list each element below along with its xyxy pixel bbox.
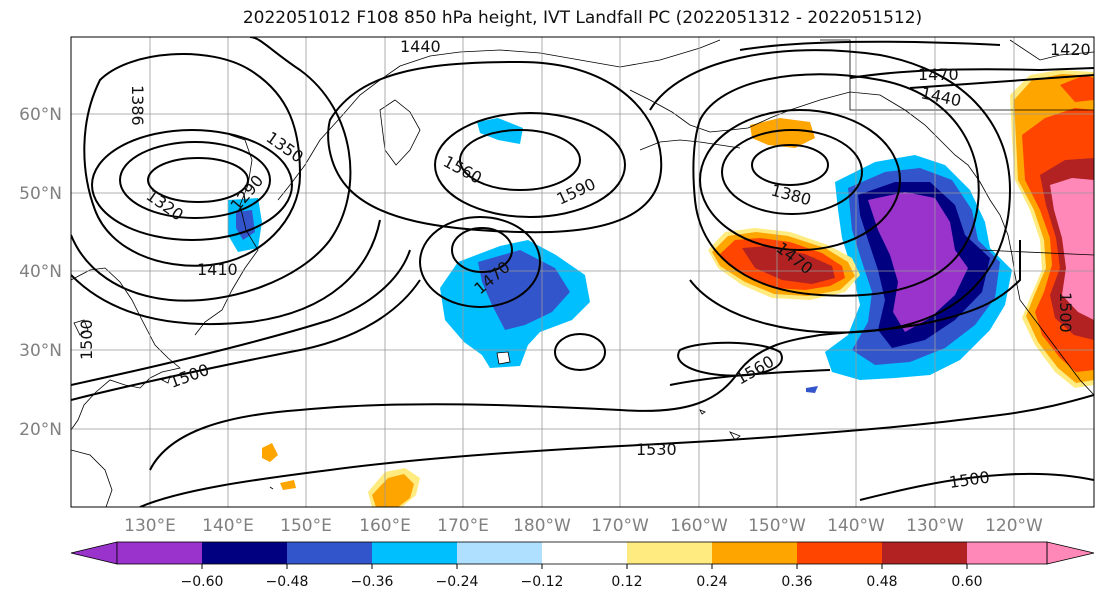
lon-label-140w: 140°W [827,516,885,536]
lat-label-30n: 30°N [19,341,62,361]
colorbar-swatch-11 [967,542,1047,564]
map-area: 1440 1470 1440 1420 1350 1320 1290 1386 … [71,37,1094,507]
ivt-positive-gulf [750,118,815,148]
colorbar-tick-label: −0.12 [521,574,564,590]
lat-label-60n: 60°N [19,105,62,125]
colorbar-tick-label: 0.12 [611,574,642,590]
colorbar-tick-label: −0.24 [436,574,479,590]
ivt-negative-northeast-pacific [806,155,1012,393]
ivt-positive-small [262,443,420,507]
contour-label-1500-coast: 1500 [1056,292,1075,333]
chart-title: 2022051012 F108 850 hPa height, IVT Land… [242,8,923,28]
colorbar-extend-low [70,541,118,565]
ivt-positive-west-coast [1010,70,1094,388]
lon-label-150e: 150°E [280,516,332,536]
colorbar-swatch-4 [372,542,457,564]
colorbar-swatch-1 [117,542,202,564]
lon-label-120w: 120°W [985,516,1043,536]
contour-label-1500-edge: 1500 [77,319,96,360]
lon-label-160e: 160°E [359,516,411,536]
colorbar-tick-label: 0.24 [696,574,727,590]
colorbar-swatch-2 [202,542,287,564]
lon-label-150w: 150°W [748,516,806,536]
map-frame [70,36,1095,508]
longitude-labels: 130°E 140°E 150°E 160°E 170°E 180°W 170°… [124,516,1043,536]
colorbar-extend-high [1046,541,1095,565]
colorbar-swatch-9 [797,542,882,564]
colorbar-tick-label: 0.60 [951,574,982,590]
colorbar-swatch-7 [627,542,712,564]
colorbar-tick-label: −0.36 [351,574,394,590]
colorbar-frame [116,541,1048,565]
contour-label-1420: 1420 [1050,40,1091,59]
contour-label-1440-top: 1440 [400,37,441,56]
lon-label-170e: 170°E [437,516,489,536]
contour-label-1530: 1530 [636,440,677,459]
lon-label-180w: 180°W [513,516,571,536]
colorbar-swatch-10 [882,542,967,564]
colorbar: −0.60 −0.48 −0.36 −0.24 −0.12 0.12 0.24 … [70,541,1095,590]
contour-label-1386: 1386 [128,85,147,126]
lon-label-160w: 160°W [670,516,728,536]
lon-label-130e: 130°E [124,516,176,536]
latitude-labels: 60°N 50°N 40°N 30°N 20°N [19,105,62,440]
lon-label-140e: 140°E [202,516,254,536]
colorbar-swatch-6 [542,542,627,564]
lat-label-40n: 40°N [19,262,62,282]
height-contours [71,37,1094,507]
lat-label-50n: 50°N [19,184,62,204]
lat-label-20n: 20°N [19,420,62,440]
colorbar-swatch-5 [457,542,542,564]
lon-label-130w: 130°W [906,516,964,536]
colorbar-tick-label: 0.36 [781,574,812,590]
colorbar-tick-label: −0.60 [181,574,224,590]
colorbar-tick-label: 0.48 [866,574,897,590]
contour-label-1410: 1410 [197,260,238,279]
lon-label-170w: 170°W [591,516,649,536]
gridlines [71,37,1094,507]
colorbar-swatch-8 [712,542,797,564]
contour-label-1470-ne: 1470 [918,65,959,84]
colorbar-swatch-3 [287,542,372,564]
colorbar-tick-label: −0.48 [266,574,309,590]
